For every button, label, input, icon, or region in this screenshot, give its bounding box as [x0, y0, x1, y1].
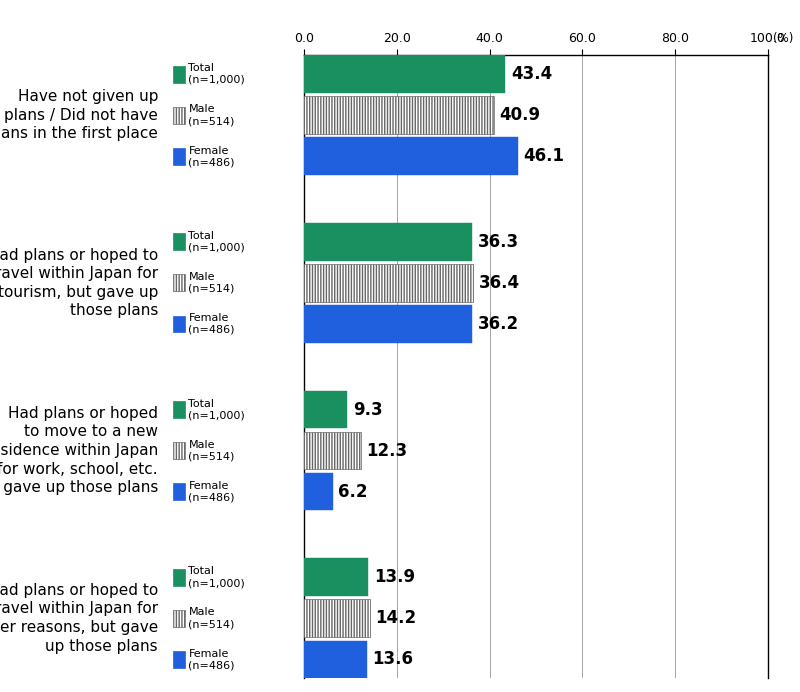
Bar	[304, 558, 369, 596]
Text: Male
(n=514): Male (n=514)	[189, 440, 235, 462]
Text: Have not given up
plans / Did not have
plans in the first place: Have not given up plans / Did not have p…	[0, 89, 158, 141]
Bar	[174, 233, 186, 251]
Text: Female
(n=486): Female (n=486)	[189, 145, 235, 167]
Text: Had plans or hoped
to move to a new
residence within Japan
for work, school, etc: Had plans or hoped to move to a new resi…	[0, 406, 158, 495]
Bar	[174, 66, 186, 82]
Text: 12.3: 12.3	[366, 441, 408, 459]
Text: (%): (%)	[773, 32, 793, 45]
Bar	[304, 264, 473, 302]
Text: Total
(n=1,000): Total (n=1,000)	[189, 231, 246, 253]
Bar	[174, 651, 186, 668]
Bar	[304, 223, 473, 261]
Text: 36.2: 36.2	[478, 315, 518, 333]
Text: Male
(n=514): Male (n=514)	[189, 608, 235, 629]
Bar	[174, 442, 186, 459]
Bar	[304, 138, 518, 175]
Bar	[174, 610, 186, 627]
Text: Female
(n=486): Female (n=486)	[189, 313, 235, 335]
Bar	[304, 391, 347, 428]
Text: Total
(n=1,000): Total (n=1,000)	[189, 567, 246, 588]
Bar	[174, 569, 186, 585]
Text: 36.3: 36.3	[478, 233, 519, 251]
Bar	[304, 305, 472, 343]
Bar	[304, 96, 494, 134]
Text: 46.1: 46.1	[523, 147, 565, 165]
Text: Had plans or hoped to
travel within Japan for
tourism, but gave up
those plans: Had plans or hoped to travel within Japa…	[0, 248, 158, 318]
Text: Total
(n=1,000): Total (n=1,000)	[189, 399, 246, 420]
Text: 6.2: 6.2	[338, 482, 368, 501]
Text: Had plans or hoped to
travel within Japan for
other reasons, but gave
up those p: Had plans or hoped to travel within Japa…	[0, 583, 158, 654]
Bar	[304, 641, 367, 678]
Text: Female
(n=486): Female (n=486)	[189, 648, 235, 670]
Bar	[174, 275, 186, 291]
Text: Total
(n=1,000): Total (n=1,000)	[189, 64, 246, 85]
Bar	[174, 401, 186, 418]
Bar	[304, 55, 506, 93]
Text: 13.6: 13.6	[373, 650, 414, 668]
Text: Male
(n=514): Male (n=514)	[189, 104, 235, 126]
Text: Male
(n=514): Male (n=514)	[189, 272, 235, 293]
Bar	[304, 473, 333, 511]
Bar	[174, 107, 186, 124]
Bar	[304, 599, 370, 637]
Text: 13.9: 13.9	[374, 568, 415, 586]
Text: 36.4: 36.4	[478, 274, 519, 292]
Text: 9.3: 9.3	[353, 401, 382, 419]
Bar	[174, 483, 186, 500]
Bar	[304, 432, 361, 469]
Bar	[174, 316, 186, 332]
Text: 40.9: 40.9	[499, 107, 541, 125]
Text: Female
(n=486): Female (n=486)	[189, 481, 235, 502]
Text: 14.2: 14.2	[375, 609, 417, 627]
Text: 43.4: 43.4	[511, 65, 552, 83]
Bar	[174, 148, 186, 165]
